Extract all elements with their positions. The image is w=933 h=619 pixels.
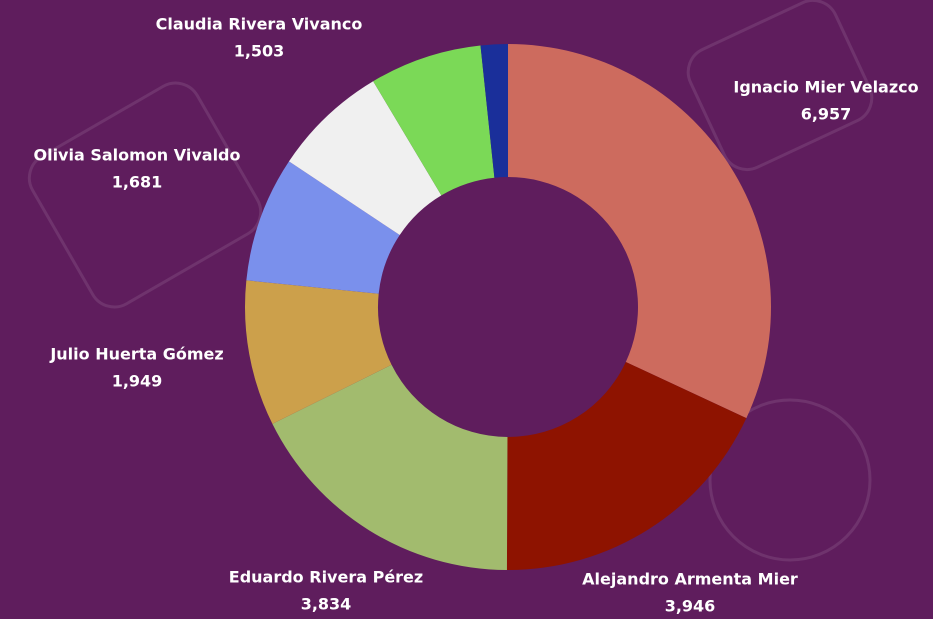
value-label: 1,681 [112,173,163,192]
slice-label: Eduardo Rivera Pérez [229,568,423,587]
slice-label: Olivia Salomon Vivaldo [33,146,240,165]
slice-label: Ignacio Mier Velazco [733,78,918,97]
slice-label: Claudia Rivera Vivanco [156,15,363,34]
value-label: 6,957 [801,105,852,124]
slice-label: Alejandro Armenta Mier [582,570,798,589]
value-label: 1,503 [234,42,285,61]
value-label: 3,946 [665,597,716,616]
slice-label: Julio Huerta Gómez [49,345,223,364]
page: Ignacio Mier Velazco 6,957 Alejandro Armen… [0,0,933,619]
chart: Ignacio Mier Velazco 6,957 Alejandro Armen… [0,0,933,619]
value-label: 3,834 [301,595,352,614]
donut-slice [508,44,771,418]
value-label: 1,949 [112,372,163,391]
